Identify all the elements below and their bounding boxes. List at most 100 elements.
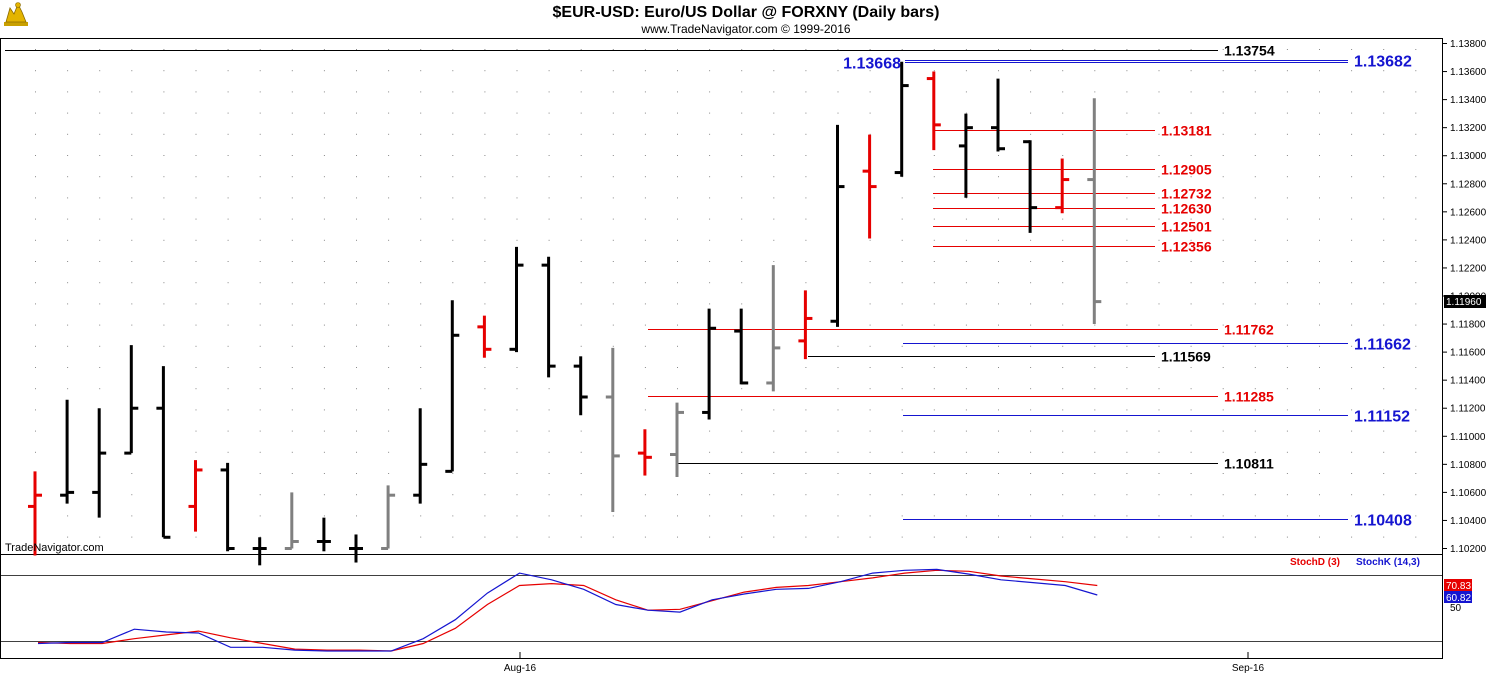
grid-dot [1286,261,1288,262]
grid-dot [1158,49,1160,50]
ohlc-bar [991,78,1005,152]
grid-dot [516,515,518,517]
grid-dot [99,91,101,93]
ohlc-bar [702,308,717,420]
grid-dot [99,70,101,72]
grid-dot [420,197,422,199]
grid-dot [420,91,422,93]
grid-dot [484,451,486,453]
grid-dot [1319,515,1320,517]
grid-dot [1126,155,1128,156]
grid-dot [580,494,582,496]
grid-dot [1062,112,1064,114]
grid-dot [1319,91,1320,93]
ohlc-bar [926,71,941,151]
grid-dot [901,515,903,517]
y-tick-label: 1.10600 [1450,488,1487,499]
grid-dot [1126,91,1128,93]
grid-dot [1062,345,1064,347]
grid-dot [805,176,807,178]
grid-dot [1158,515,1160,517]
grid-dot [1254,494,1256,496]
grid-dot [965,409,967,411]
stoch-k-last-box: 60.82 [1444,591,1472,604]
grid-dot [933,197,935,199]
grid-dot [1254,345,1256,347]
grid-dot [805,473,807,474]
grid-dot [99,155,101,156]
ohlc-bar [1055,158,1070,214]
grid-dot [1351,282,1353,284]
grid-dot [291,324,293,326]
grid-dot [933,536,935,538]
grid-dot [1158,345,1160,347]
grid-dot [998,176,999,178]
grid-dot [420,176,422,178]
grid-dot [1094,345,1096,347]
grid-dot [516,239,518,241]
grid-dot [869,388,871,390]
grid-dot [291,91,293,93]
grid-dot [1222,218,1224,220]
grid-dot [323,133,325,135]
grid-dot [741,112,743,114]
grid-dot [1094,367,1096,368]
grid-dot [1062,218,1064,220]
grid-dot [356,70,357,72]
grid-dot [1286,536,1288,538]
grid-dot [1190,197,1192,199]
grid-dot [741,494,743,496]
grid-dot [388,409,390,411]
grid-dot [709,155,711,156]
grid-dot [1126,70,1128,72]
grid-dot [1383,239,1385,241]
grid-dot [1062,388,1064,390]
grid-dot [965,49,967,50]
grid-dot [1286,345,1288,347]
grid-dot [1158,451,1160,453]
grid-dot [998,473,999,474]
grid-dot [1286,515,1288,517]
grid-dot [709,536,711,538]
grid-dot [1062,473,1064,474]
grid-dot [1126,176,1128,178]
grid-dot [773,49,775,50]
grid-dot [1319,409,1320,411]
grid-dot [1319,303,1320,305]
ohlc-bar [284,492,299,550]
grid-dot [773,155,775,156]
grid-dot [1383,324,1385,326]
y-tick-label: 1.12800 [1450,179,1487,190]
grid-dot [837,536,839,538]
grid-dot [548,409,550,411]
grid-dot [677,218,678,220]
grid-dot [420,218,422,220]
grid-dot [741,176,743,178]
grid-dot [452,70,454,72]
chart-title: $EUR-USD: Euro/US Dollar @ FORXNY (Daily… [553,4,940,21]
grid-dot [163,324,165,326]
grid-dot [580,70,582,72]
grid-dot [452,197,454,199]
grid-dot [163,155,165,156]
grid-dot [1126,345,1128,347]
grid-dot [741,451,743,453]
grid-dot [773,473,775,474]
grid-dot [388,367,390,368]
grid-dot [356,91,357,93]
grid-dot [259,282,261,284]
grid-dot [227,239,229,241]
grid-dot [773,430,775,432]
grid-dot [612,133,614,135]
grid-dot [965,345,967,347]
grid-dot [998,282,999,284]
grid-dot [1319,218,1320,220]
grid-dot [452,261,454,262]
grid-dot [1158,218,1160,220]
grid-dot [998,451,999,453]
grid-dot [741,197,743,199]
grid-dot [805,367,807,368]
grid-dot [1351,218,1353,220]
grid-dot [35,239,36,241]
grid-dot [1319,324,1320,326]
